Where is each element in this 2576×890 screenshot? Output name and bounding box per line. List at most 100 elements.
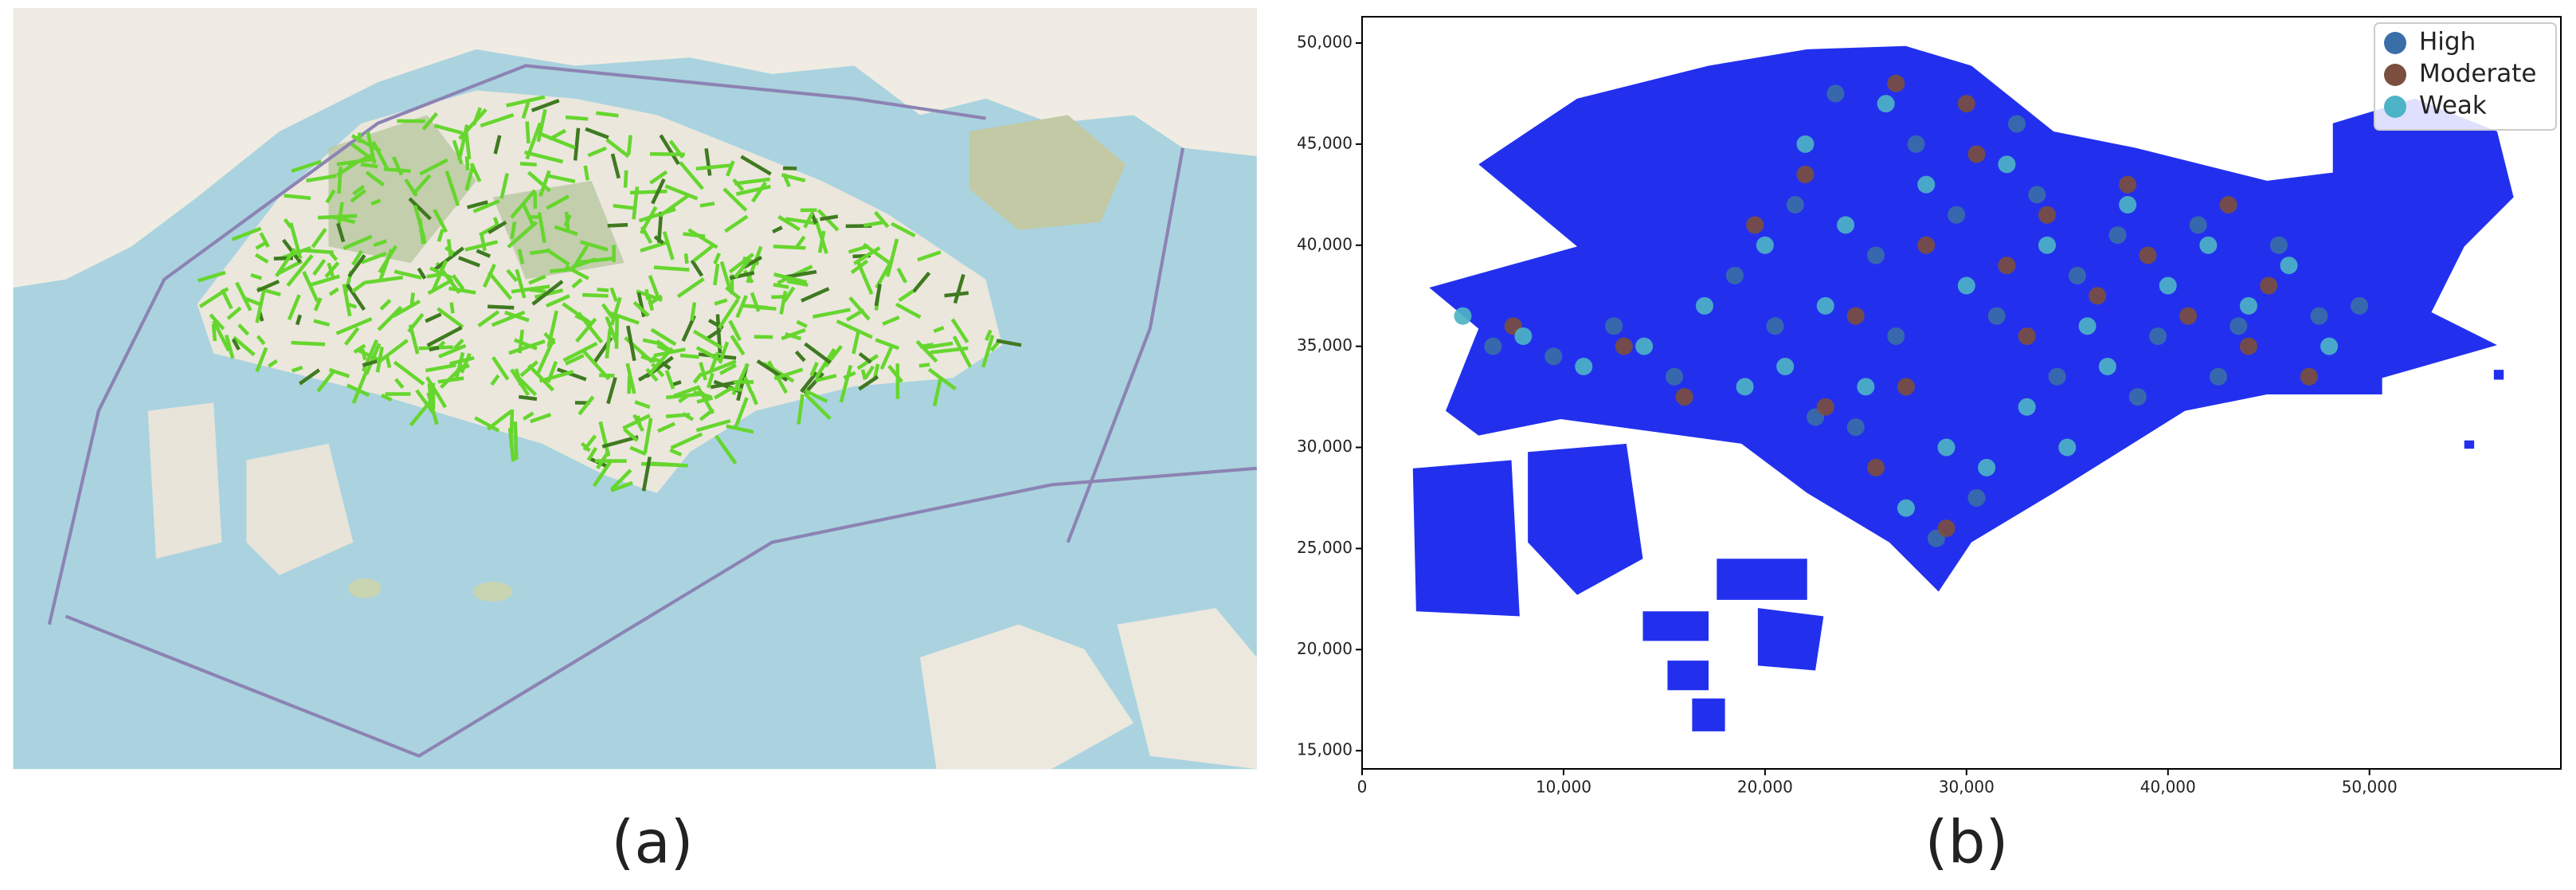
point (1796, 135, 1814, 153)
point (2099, 358, 2116, 375)
road (429, 347, 439, 350)
road (773, 284, 789, 287)
road (515, 421, 516, 460)
x-tick-label: 20,000 (1737, 778, 1793, 797)
point (2119, 176, 2136, 194)
x-tick-label: 30,000 (1939, 778, 1995, 797)
legend-label: Moderate (2419, 60, 2536, 88)
road (585, 166, 588, 180)
road (566, 117, 588, 119)
road (652, 464, 688, 466)
point (2230, 317, 2247, 335)
point (1826, 84, 1844, 102)
point (1877, 95, 1895, 112)
road (284, 196, 311, 198)
point (1817, 297, 1834, 315)
road (728, 389, 742, 390)
road (412, 292, 413, 306)
point (1897, 378, 1915, 395)
map (14, 8, 1257, 769)
x-tick-label: 10,000 (1536, 778, 1591, 797)
road (452, 303, 453, 314)
point (1938, 519, 1955, 537)
point (2129, 388, 2147, 406)
point (2300, 368, 2318, 386)
point (2280, 257, 2298, 274)
road (520, 163, 537, 164)
point (2179, 308, 2197, 325)
x-tick-label: 40,000 (2140, 778, 2196, 797)
road (292, 343, 325, 344)
point (1998, 155, 2015, 173)
point (1787, 196, 1804, 214)
point (1746, 216, 1764, 233)
road (529, 290, 546, 292)
x-tick-label: 50,000 (2342, 778, 2398, 797)
point (2159, 277, 2177, 295)
point (1857, 378, 1874, 395)
legend-marker (2384, 32, 2406, 54)
road (919, 365, 930, 367)
point (2079, 317, 2096, 335)
road (654, 267, 689, 269)
point (2119, 196, 2136, 214)
y-tick-label: 50,000 (1297, 32, 1353, 51)
panel-label: (a) (611, 809, 693, 877)
road (519, 397, 537, 399)
point (2109, 226, 2127, 244)
point (1867, 246, 1885, 264)
y-tick-label: 45,000 (1297, 133, 1353, 152)
point (2018, 398, 2036, 416)
point (1484, 338, 1501, 355)
road (448, 239, 451, 256)
road (429, 383, 430, 398)
road (680, 355, 699, 357)
road (773, 246, 806, 248)
point (1776, 358, 1794, 375)
road (582, 295, 608, 296)
road (527, 121, 529, 143)
point (2028, 186, 2046, 203)
road (339, 167, 341, 176)
road (686, 253, 687, 264)
point (1967, 146, 1985, 163)
point (1666, 368, 1683, 386)
point (1575, 358, 1592, 375)
point (1967, 489, 1985, 507)
point (1887, 327, 1905, 345)
road (700, 203, 714, 206)
point (2351, 297, 2368, 315)
point (1454, 308, 1471, 325)
point (2139, 246, 2156, 264)
point (2089, 287, 2106, 304)
point (2240, 297, 2257, 315)
point (1514, 327, 1532, 345)
y-tick-label: 25,000 (1297, 538, 1353, 557)
point (2270, 237, 2288, 254)
point (1796, 166, 1814, 183)
road (511, 410, 512, 447)
point (1605, 317, 1623, 335)
point (2240, 338, 2257, 355)
point (2210, 368, 2227, 386)
y-tick-label: 15,000 (1297, 740, 1353, 759)
legend-label: Weak (2419, 92, 2487, 120)
point (2260, 277, 2277, 295)
road (683, 233, 705, 236)
point (1726, 267, 1744, 284)
legend-label: High (2419, 28, 2476, 57)
legend-marker (2384, 96, 2406, 118)
point (1635, 338, 1653, 355)
point (1948, 206, 1965, 224)
point (2038, 206, 2056, 224)
point (2320, 338, 2338, 355)
point (1897, 500, 1915, 517)
road (362, 349, 365, 359)
road (630, 191, 667, 193)
point (1756, 237, 1774, 254)
road (487, 307, 514, 308)
point (2149, 327, 2167, 345)
point (1696, 297, 1713, 315)
